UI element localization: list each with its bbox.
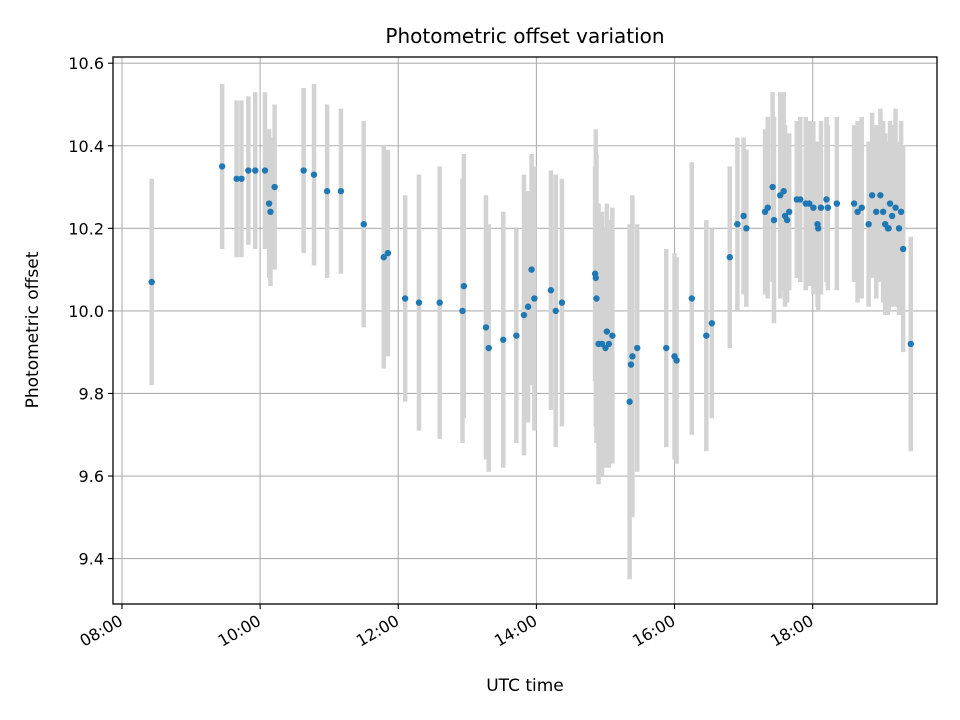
data-point: [797, 196, 804, 203]
data-point: [858, 204, 865, 211]
data-point: [688, 295, 696, 302]
data-point: [380, 254, 387, 261]
data-point: [415, 299, 423, 306]
y-tick-label: 10.6: [68, 54, 104, 73]
data-point: [384, 249, 392, 257]
data-point: [593, 295, 600, 302]
data-point: [743, 225, 750, 232]
data-point: [245, 167, 252, 174]
data-point: [708, 320, 716, 327]
data-point: [865, 220, 872, 228]
data-point: [252, 167, 259, 174]
data-point: [265, 200, 273, 207]
data-point: [899, 245, 907, 253]
data-point: [267, 208, 274, 216]
data-point: [815, 225, 822, 232]
data-point: [817, 204, 825, 211]
data-point: [726, 254, 733, 261]
data-point: [885, 225, 892, 232]
data-point: [850, 200, 858, 207]
data-point: [877, 192, 884, 199]
data-point: [238, 175, 245, 182]
data-point: [886, 200, 894, 207]
data-point: [740, 212, 747, 220]
data-point: [528, 266, 535, 273]
data-point: [627, 361, 635, 368]
data-point: [907, 340, 914, 348]
data-point: [520, 311, 528, 319]
data-point: [485, 344, 492, 352]
data-point: [873, 208, 880, 216]
data-point: [148, 278, 155, 286]
data-point: [531, 295, 538, 302]
y-axis-title: Photometric offset: [23, 251, 43, 408]
data-point: [868, 192, 876, 199]
data-point: [218, 163, 226, 170]
point-layer: [148, 163, 914, 405]
data-point: [609, 332, 616, 339]
data-point: [547, 287, 555, 294]
data-point: [854, 208, 861, 216]
y-tick-label: 10.2: [68, 219, 104, 238]
data-point: [552, 307, 559, 315]
data-point: [703, 332, 710, 339]
data-point: [888, 212, 896, 220]
data-point: [323, 187, 331, 195]
data-point: [310, 171, 318, 178]
data-point: [524, 303, 532, 310]
data-point: [460, 282, 468, 290]
data-point: [360, 220, 367, 228]
data-point: [764, 204, 771, 211]
data-point: [634, 344, 641, 352]
data-point: [605, 340, 613, 348]
data-point: [603, 328, 611, 335]
data-point: [459, 307, 466, 315]
data-point: [261, 167, 269, 174]
data-point: [300, 167, 307, 174]
data-point: [806, 200, 813, 207]
data-point: [783, 216, 791, 224]
data-point: [785, 208, 793, 216]
data-point: [897, 208, 905, 216]
data-point: [436, 299, 443, 306]
data-point: [663, 344, 670, 352]
data-point: [482, 324, 490, 331]
data-point: [895, 225, 903, 232]
data-point: [833, 200, 841, 207]
data-point: [823, 196, 830, 203]
data-point: [734, 220, 741, 228]
x-axis-title: UTC time: [486, 676, 564, 696]
data-point: [780, 187, 787, 195]
data-point: [879, 208, 887, 216]
data-point: [810, 204, 817, 211]
data-point: [769, 183, 776, 191]
data-point: [824, 204, 832, 211]
y-tick-label: 9.4: [79, 550, 104, 569]
y-tick-label: 10.4: [68, 137, 104, 156]
data-point: [513, 332, 520, 339]
chart-title: Photometric offset variation: [385, 24, 664, 48]
y-tick-label: 10.0: [68, 302, 104, 321]
data-point: [233, 175, 240, 182]
y-tick-label: 9.6: [79, 467, 104, 486]
data-point: [558, 299, 566, 306]
data-point: [592, 274, 599, 282]
data-point: [500, 336, 507, 343]
data-point: [629, 353, 636, 360]
plot-frame: [112, 56, 938, 605]
data-point: [770, 216, 778, 224]
data-point: [673, 357, 680, 364]
data-point: [401, 295, 409, 302]
y-tick-label: 9.8: [79, 384, 104, 403]
data-point: [271, 183, 278, 191]
data-point: [626, 398, 633, 405]
data-point: [892, 204, 899, 211]
data-point: [337, 187, 345, 195]
